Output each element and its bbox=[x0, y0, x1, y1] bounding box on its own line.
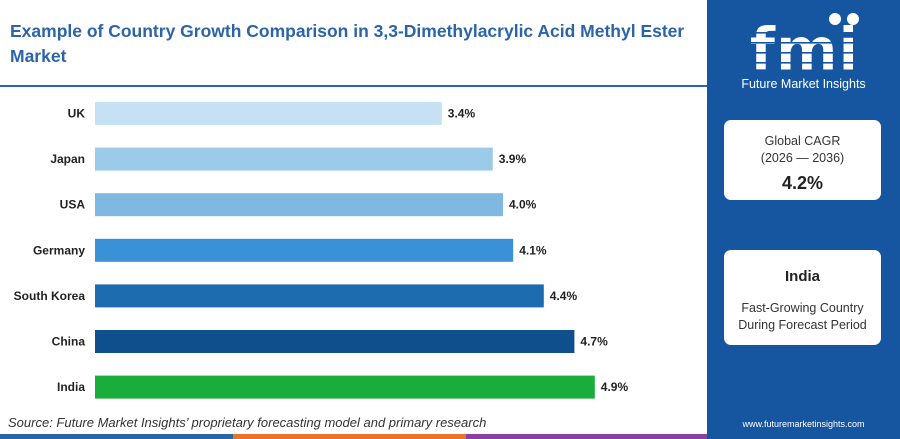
bar bbox=[95, 238, 514, 262]
data-label: 4.1% bbox=[519, 243, 547, 257]
source-note: Source: Future Market Insights’ propriet… bbox=[8, 415, 487, 430]
bar bbox=[95, 102, 442, 125]
data-label: 4.9% bbox=[601, 380, 629, 394]
cagr-label: Global CAGR (2026 — 2036) bbox=[760, 134, 845, 165]
bottom-color-bar bbox=[0, 434, 707, 439]
title-divider bbox=[0, 85, 707, 87]
category-label: India bbox=[57, 380, 85, 394]
data-label: 3.9% bbox=[499, 152, 527, 166]
bar bbox=[95, 193, 503, 217]
fastest-country-card: India Fast-Growing Country During Foreca… bbox=[724, 250, 881, 345]
website-link[interactable]: www.futuremarketinsights.com bbox=[742, 419, 865, 429]
category-label: Germany bbox=[33, 243, 85, 257]
category-label: China bbox=[52, 335, 86, 349]
category-label: Japan bbox=[50, 152, 85, 166]
data-label: 4.4% bbox=[550, 289, 578, 303]
category-label: USA bbox=[60, 198, 86, 212]
category-label: South Korea bbox=[14, 289, 86, 303]
bar bbox=[95, 147, 493, 171]
bar bbox=[95, 375, 595, 399]
global-cagr-card: Global CAGR (2026 — 2036) 4.2% bbox=[724, 120, 881, 200]
chart-title: Example of Country Growth Comparison in … bbox=[10, 21, 685, 66]
bar bbox=[95, 284, 544, 308]
cagr-value: 4.2% bbox=[781, 173, 824, 193]
data-label: 3.4% bbox=[448, 107, 476, 121]
data-label: 4.0% bbox=[509, 198, 537, 212]
data-label: 4.7% bbox=[580, 335, 608, 349]
fmi-logo: fmi bbox=[742, 13, 866, 86]
brand-panel: fmi Future Market Insights Global CAGR (… bbox=[707, 0, 900, 439]
highlight-description: Fast-Growing Country During Forecast Per… bbox=[738, 301, 867, 332]
logo-wordmark: fmi bbox=[749, 15, 858, 85]
bar bbox=[95, 330, 575, 353]
highlight-country: India bbox=[784, 268, 820, 285]
bar-chart: UK 3.4% Japan 3.9% USA 4.0% Germany 4.1% South K… bbox=[14, 102, 629, 399]
category-label: UK bbox=[68, 107, 86, 121]
brand-name: Future Market Insights bbox=[741, 77, 866, 91]
